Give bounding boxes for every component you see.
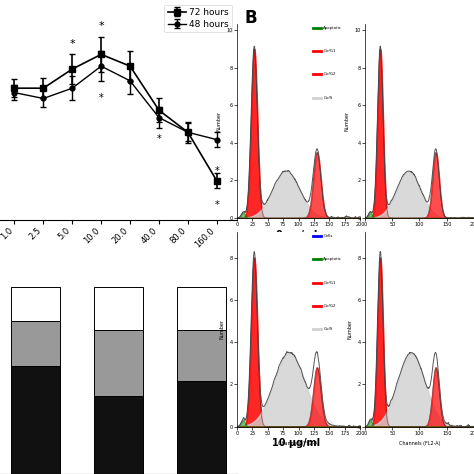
Text: B: B xyxy=(244,9,257,27)
Text: *: * xyxy=(99,92,103,102)
Text: 0 μg/ml: 0 μg/ml xyxy=(275,230,317,240)
Bar xyxy=(176,381,226,474)
Bar xyxy=(176,330,226,381)
Text: *: * xyxy=(156,134,161,144)
Text: *: * xyxy=(98,21,104,31)
Bar xyxy=(94,287,143,330)
Bar xyxy=(94,395,143,474)
Text: *: * xyxy=(214,200,219,210)
Bar xyxy=(94,330,143,395)
Text: 10 μg/ml: 10 μg/ml xyxy=(272,438,320,448)
Bar xyxy=(11,365,61,474)
Legend: G0/G1, S, G2/M: G0/G1, S, G2/M xyxy=(246,258,296,296)
Legend: 72 hours, 48 hours: 72 hours, 48 hours xyxy=(164,5,232,32)
Text: *: * xyxy=(214,166,219,176)
Text: *: * xyxy=(70,38,75,48)
Bar xyxy=(176,287,226,330)
Bar xyxy=(11,287,61,321)
Bar xyxy=(11,321,61,365)
